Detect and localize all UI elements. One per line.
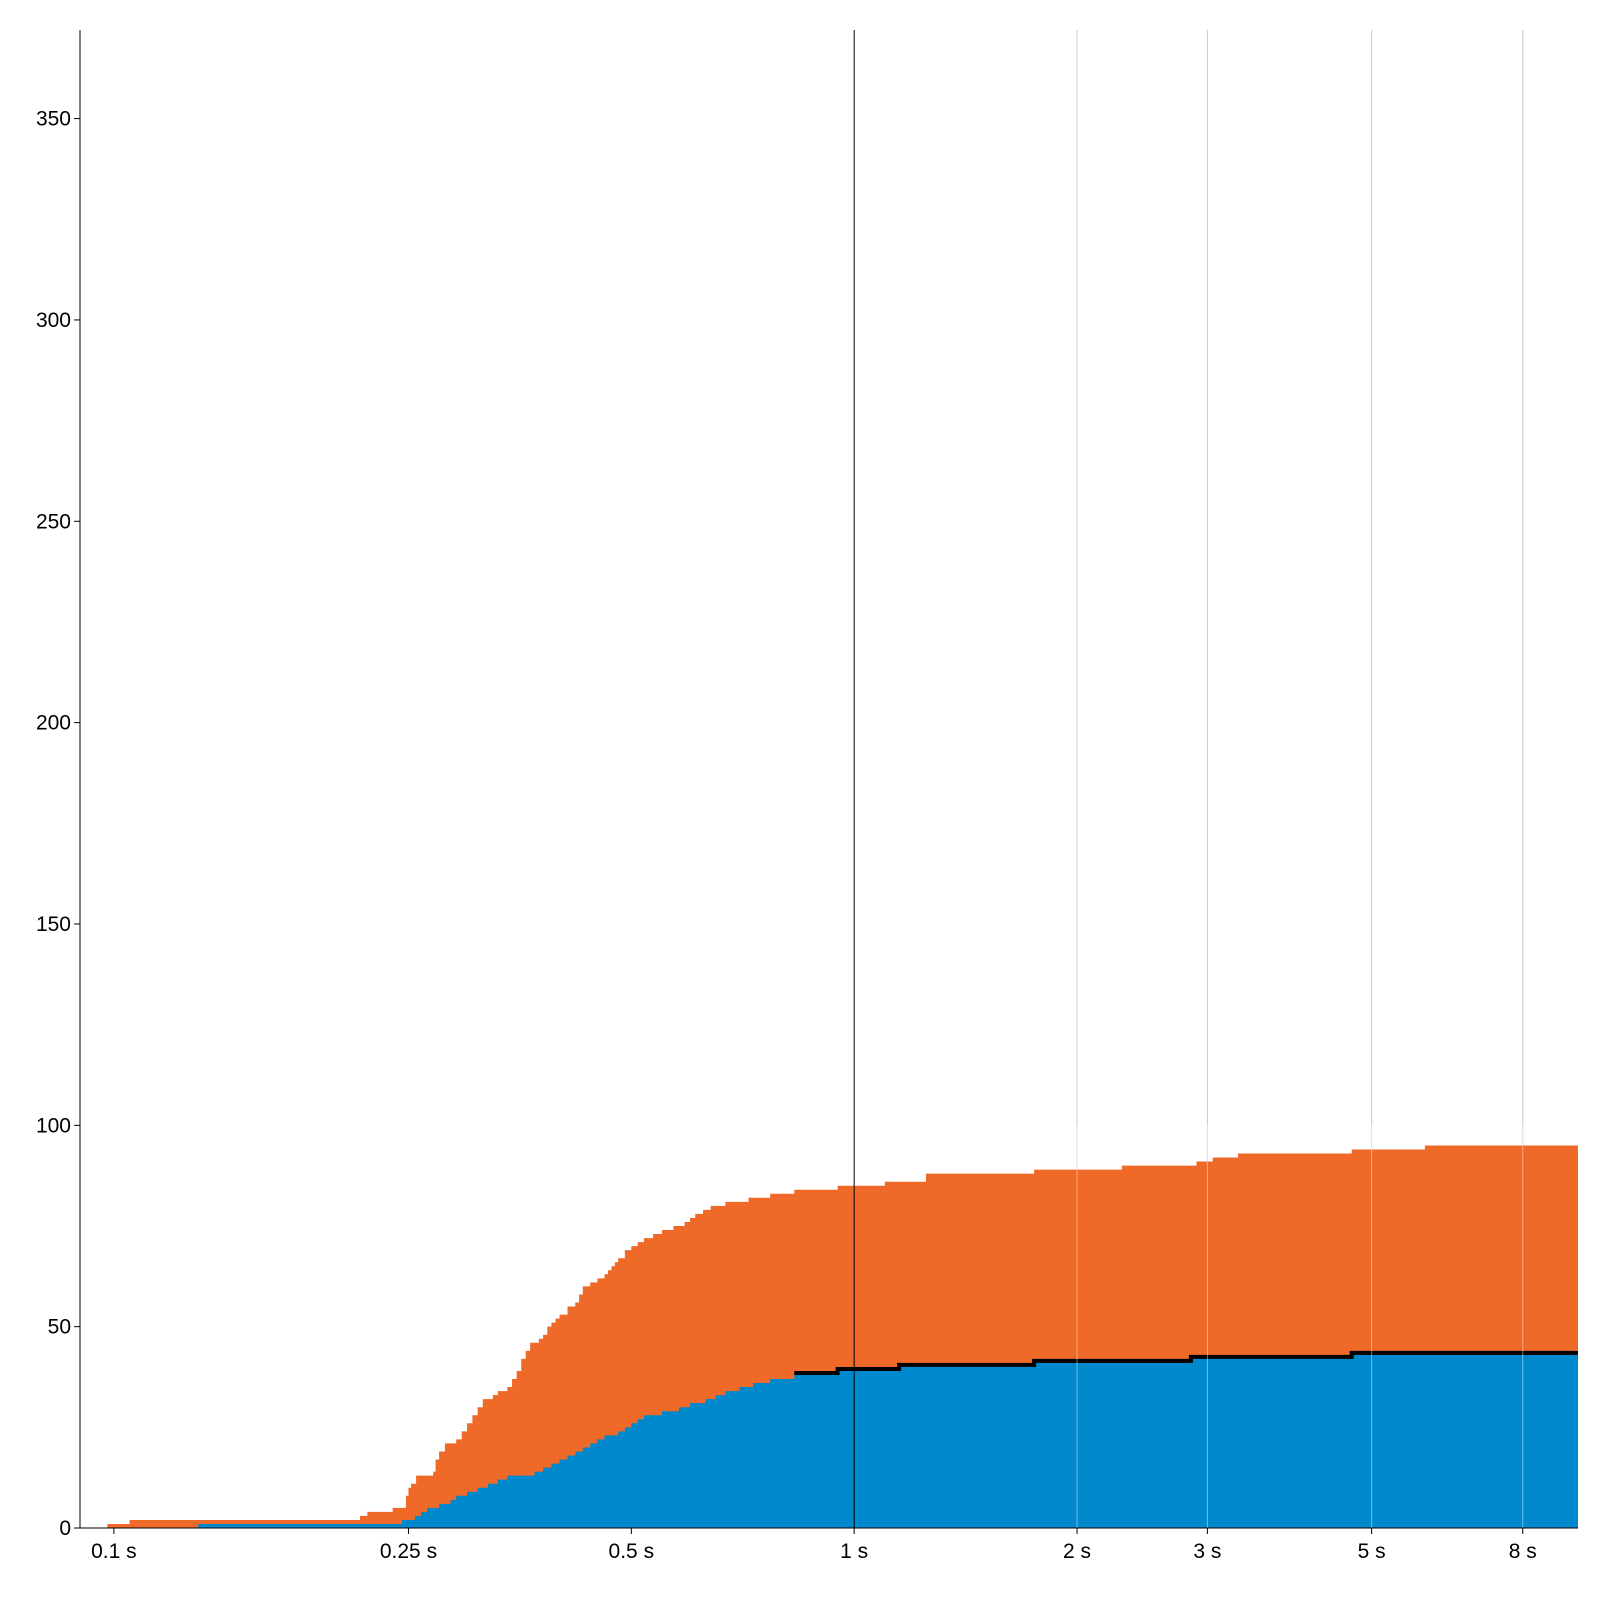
x-tick-label: 1 s <box>840 1540 868 1563</box>
y-tick-label: 200 <box>36 712 71 735</box>
y-tick-label: 300 <box>36 309 71 332</box>
axes: 0 50 100 150 200 250 300 350 0.1 s 0.25 s 0.5 s 1 s… <box>36 30 1578 1563</box>
y-tick-label: 350 <box>36 108 71 131</box>
x-tick-label: 0.25 s <box>380 1540 437 1563</box>
plot-area <box>107 1145 1578 1528</box>
y-tick-label: 0 <box>59 1517 71 1540</box>
x-tick-label: 5 s <box>1358 1540 1386 1563</box>
series-blue-area <box>107 1354 1578 1528</box>
y-tick-label: 100 <box>36 1114 71 1137</box>
y-tick-label: 250 <box>36 510 71 533</box>
x-tick-label: 3 s <box>1193 1540 1221 1563</box>
x-tick-label: 0.5 s <box>609 1540 655 1563</box>
y-tick-label: 50 <box>48 1316 71 1339</box>
x-tick-label: 8 s <box>1509 1540 1537 1563</box>
y-tick-label: 150 <box>36 913 71 936</box>
x-tick-label: 0.1 s <box>91 1540 137 1563</box>
series-boundary-line <box>794 1350 1578 1375</box>
x-tick-label: 2 s <box>1063 1540 1091 1563</box>
